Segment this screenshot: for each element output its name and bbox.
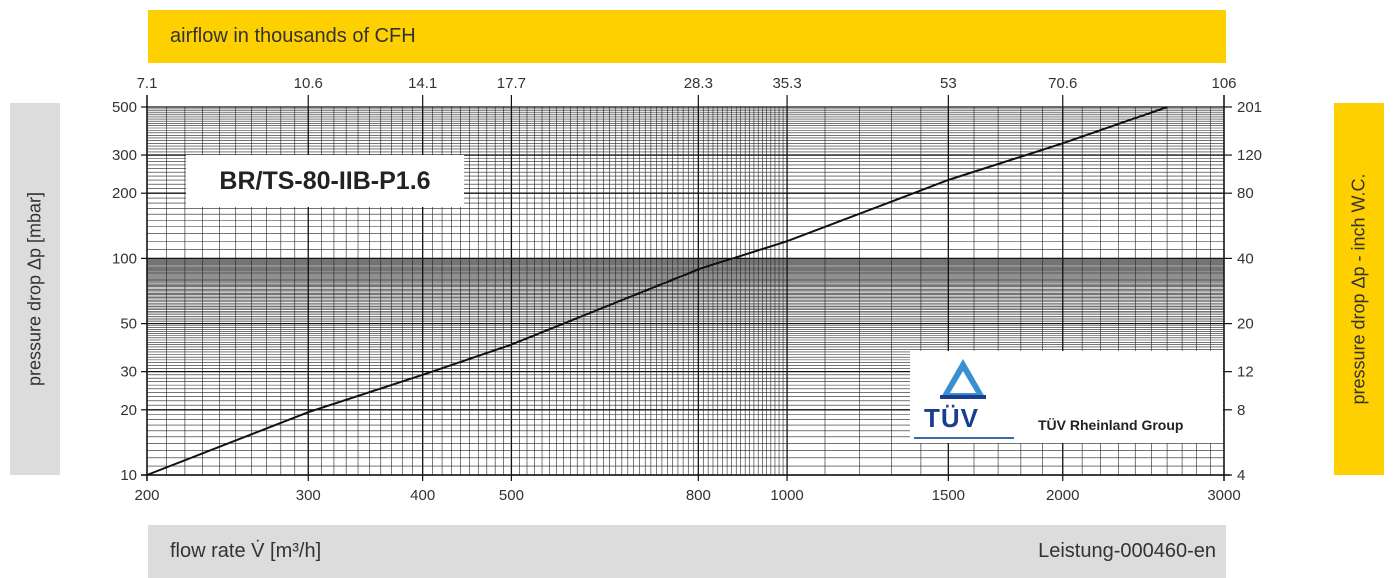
- x-tick-label: 2000: [1046, 487, 1079, 504]
- top-tick-label: 106: [1211, 75, 1236, 92]
- pressure-drop-line: [146, 106, 1168, 476]
- y-tick-label: 10: [120, 467, 137, 484]
- document-id: Leistung-000460-en: [1038, 540, 1216, 562]
- right-tick-label: 20: [1237, 316, 1254, 333]
- x-tick-label: 1000: [770, 487, 803, 504]
- y-tick-label: 500: [112, 99, 137, 116]
- right-tick-label: 120: [1237, 147, 1262, 164]
- x-tick-label: 1500: [932, 487, 965, 504]
- tuv-underline: [914, 437, 1014, 439]
- top-tick-label: 17.7: [497, 75, 526, 92]
- right-axis-label-bar: pressure drop Δp - inch W.C.: [1334, 103, 1384, 475]
- x-tick-label: 300: [296, 487, 321, 504]
- y-tick-label: 30: [120, 364, 137, 381]
- right-tick-label: 80: [1237, 185, 1254, 202]
- bottom-axis-title: flow rate V̇ [m³/h]: [170, 540, 322, 562]
- top-tick-label: 10.6: [294, 75, 323, 92]
- y-tick-label: 200: [112, 185, 137, 202]
- top-tick-label: 28.3: [684, 75, 713, 92]
- top-tick-label: 70.6: [1048, 75, 1077, 92]
- tuv-logo: TÜV TÜV Rheinland Group: [910, 351, 1223, 443]
- y-tick-label: 50: [120, 316, 137, 333]
- model-label-box: BR/TS-80-IIB-P1.6: [186, 155, 464, 207]
- tuv-wordmark: TÜV: [924, 403, 979, 433]
- model-label: BR/TS-80-IIB-P1.6: [219, 166, 431, 195]
- tuv-group-label: TÜV Rheinland Group: [1038, 417, 1184, 433]
- y-tick-label: 100: [112, 250, 137, 267]
- x-tick-label: 800: [686, 487, 711, 504]
- right-tick-label: 40: [1237, 250, 1254, 267]
- right-tick-label: 201: [1237, 99, 1262, 116]
- right-tick-label: 8: [1237, 402, 1245, 419]
- left-axis-label-bar: pressure drop Δp [mbar]: [10, 103, 60, 475]
- top-tick-label: 35.3: [772, 75, 801, 92]
- bottom-axis-title-bar: flow rate V̇ [m³/h] Leistung-000460-en: [148, 525, 1226, 578]
- x-tick-label: 200: [134, 487, 159, 504]
- top-axis-title-bar: airflow in thousands of CFH: [148, 10, 1226, 63]
- x-tick-label: 500: [499, 487, 524, 504]
- top-tick-label: 7.1: [137, 75, 158, 92]
- y-tick-label: 20: [120, 402, 137, 419]
- y-tick-label: 300: [112, 147, 137, 164]
- top-axis-title: airflow in thousands of CFH: [170, 25, 416, 47]
- x-tick-label: 400: [410, 487, 435, 504]
- tuv-triangle-icon: [940, 359, 986, 399]
- x-tick-label: 3000: [1207, 487, 1240, 504]
- top-tick-label: 14.1: [408, 75, 437, 92]
- right-tick-label: 4: [1237, 467, 1245, 484]
- right-tick-label: 12: [1237, 364, 1254, 381]
- top-tick-label: 53: [940, 75, 957, 92]
